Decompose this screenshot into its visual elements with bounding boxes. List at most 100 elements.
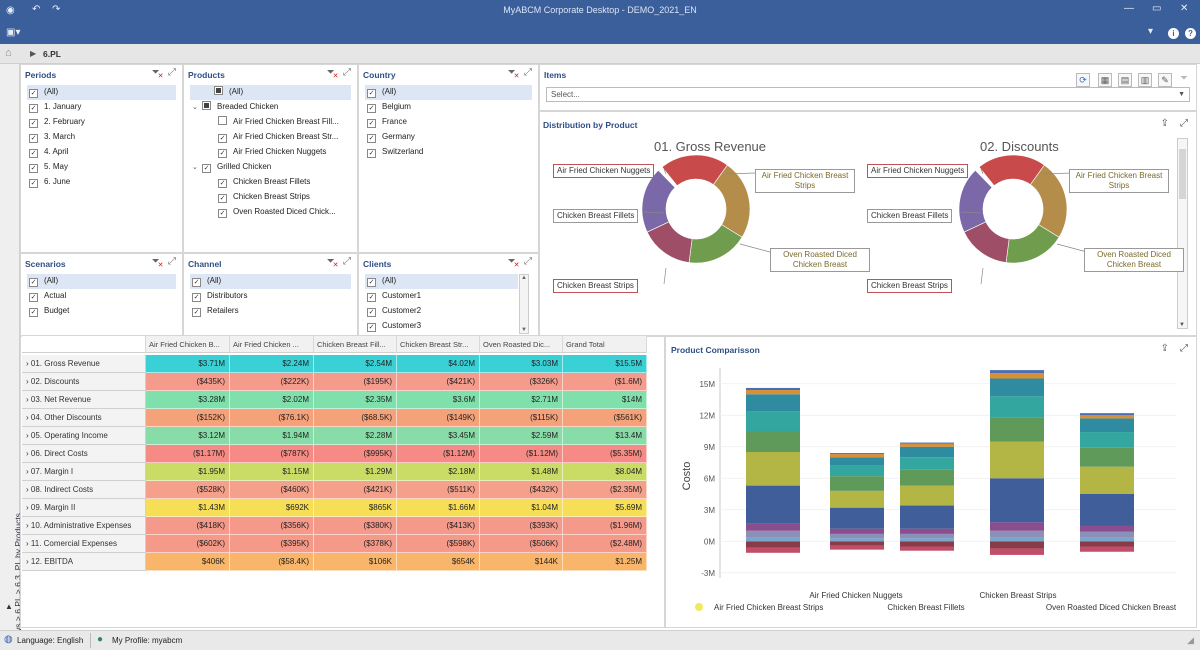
expand-icon[interactable]: ⤢	[524, 67, 532, 78]
table-cell[interactable]: ($378K)	[314, 535, 397, 553]
table-cell[interactable]: ($528K)	[146, 481, 230, 499]
slice-label[interactable]: Chicken Breast Fillets	[867, 209, 953, 223]
expand-arrow-icon[interactable]: ›	[26, 557, 31, 566]
checkbox[interactable]: ✓	[192, 278, 201, 287]
filter-item[interactable]: ✓ Customer1	[365, 289, 518, 304]
checkbox[interactable]: ✓	[367, 149, 376, 158]
table-cell[interactable]: $2.02M	[230, 391, 314, 409]
filter-icon[interactable]: ⏷	[1180, 73, 1188, 84]
table-cell[interactable]: $1.94M	[230, 427, 314, 445]
filter-item[interactable]: ✓ Belgium	[365, 100, 532, 115]
filter-item[interactable]: ✓ (All)	[27, 274, 176, 289]
slice-label[interactable]: Air Fried Chicken Breast Strips	[755, 169, 855, 193]
pivot-row-header[interactable]: › 08. Indirect Costs	[22, 481, 146, 499]
expand-icon[interactable]: ⤢	[168, 256, 176, 267]
table-cell[interactable]: ($511K)	[397, 481, 480, 499]
restore-button[interactable]: ▭	[1152, 3, 1162, 14]
filter-item[interactable]: ✓ Chicken Breast Fillets	[190, 175, 351, 190]
expand-arrow-icon[interactable]: ›	[26, 521, 31, 530]
table-cell[interactable]: $406K	[146, 553, 230, 571]
checkbox[interactable]: ✓	[218, 194, 227, 203]
home-icon[interactable]: ⌂	[5, 47, 12, 59]
pivot-row-header[interactable]: › 11. Comercial Expenses	[22, 535, 146, 553]
table-cell[interactable]: ($58.4K)	[230, 553, 314, 571]
breadcrumb[interactable]: 6.PL	[43, 49, 61, 59]
table-cell[interactable]: ($506K)	[480, 535, 563, 553]
table-cell[interactable]: $3.12M	[146, 427, 230, 445]
table-cell[interactable]: ($413K)	[397, 517, 480, 535]
checkbox[interactable]: ✓	[29, 104, 38, 113]
table-cell[interactable]: $3.6M	[397, 391, 480, 409]
expand-arrow-icon[interactable]: ›	[26, 431, 31, 440]
table-cell[interactable]: ($432K)	[480, 481, 563, 499]
filter-item[interactable]: ✓ 5. May	[27, 160, 176, 175]
table-cell[interactable]: $865K	[314, 499, 397, 517]
table-cell[interactable]: $1.48M	[480, 463, 563, 481]
close-button[interactable]: ✕	[1180, 3, 1189, 14]
filter-item[interactable]: ✓ Air Fried Chicken Breast Str...	[190, 130, 351, 145]
checkbox[interactable]: ✓	[29, 164, 38, 173]
table-cell[interactable]: ($326K)	[480, 373, 563, 391]
filter-item[interactable]: ✓ Customer2	[365, 304, 518, 319]
table-cell[interactable]: $1.95M	[146, 463, 230, 481]
table-cell[interactable]: $15.5M	[563, 355, 647, 373]
table-cell[interactable]: ($356K)	[230, 517, 314, 535]
checkbox[interactable]: ✓	[218, 149, 227, 158]
expand-arrow-icon[interactable]: ›	[26, 359, 31, 368]
expand-arrow-icon[interactable]: ›	[26, 485, 31, 494]
table-cell[interactable]: $1.66M	[397, 499, 480, 517]
pivot-row-header[interactable]: › 06. Direct Costs	[22, 445, 146, 463]
expand-arrow-icon[interactable]: ›	[26, 395, 31, 404]
table-cell[interactable]: ($787K)	[230, 445, 314, 463]
table-cell[interactable]: $14M	[563, 391, 647, 409]
filter-item[interactable]: ✓ Retailers	[190, 304, 351, 319]
table-cell[interactable]: ($561K)	[563, 409, 647, 427]
pivot-column-header[interactable]: Chicken Breast Str...	[397, 336, 480, 353]
filter-item[interactable]: ✓ 2. February	[27, 115, 176, 130]
checkbox[interactable]	[202, 101, 211, 110]
refresh-icon[interactable]: ⟳	[1076, 73, 1090, 87]
checkbox[interactable]: ✓	[29, 308, 38, 317]
edit-icon[interactable]: ✎	[1158, 73, 1172, 87]
table-cell[interactable]: ($222K)	[230, 373, 314, 391]
checkbox[interactable]: ✓	[29, 119, 38, 128]
slice-label[interactable]: Air Fried Chicken Breast Strips	[1069, 169, 1169, 193]
slice-label[interactable]: Chicken Breast Fillets	[553, 209, 639, 223]
filter-item[interactable]: ✓ Customer3	[365, 319, 518, 334]
minimize-button[interactable]: —	[1124, 3, 1134, 14]
filter-item[interactable]: ✓ (All)	[190, 274, 351, 289]
checkbox[interactable]: ✓	[367, 278, 376, 287]
checkbox[interactable]: ✓	[29, 293, 38, 302]
filter-item[interactable]: ✓ 6. June	[27, 175, 176, 190]
pivot-column-header[interactable]: Air Fried Chicken ...	[230, 336, 314, 353]
table-cell[interactable]: $2.24M	[230, 355, 314, 373]
table-cell[interactable]: ($149K)	[397, 409, 480, 427]
table-cell[interactable]: ($395K)	[230, 535, 314, 553]
expand-arrow-icon[interactable]: ›	[26, 503, 31, 512]
checkbox[interactable]: ✓	[367, 104, 376, 113]
table-cell[interactable]: ($68.5K)	[314, 409, 397, 427]
info-icon[interactable]: i	[1168, 28, 1179, 39]
table-cell[interactable]: ($152K)	[146, 409, 230, 427]
clear-filter-icon[interactable]: ⏷ ✕	[507, 256, 520, 269]
table-cell[interactable]: ($380K)	[314, 517, 397, 535]
grid-icon[interactable]: ▦	[1098, 73, 1112, 87]
table-cell[interactable]: ($2.48M)	[563, 535, 647, 553]
export-icon[interactable]: ⇪	[1160, 343, 1169, 354]
expand-toggle-icon[interactable]: ⌄	[192, 164, 198, 171]
table-cell[interactable]: ($393K)	[480, 517, 563, 535]
pivot-column-header[interactable]: Air Fried Chicken B...	[146, 336, 230, 353]
filter-item[interactable]: ✓ Budget	[27, 304, 176, 319]
pivot-row-header[interactable]: › 01. Gross Revenue	[22, 355, 146, 373]
filter-item[interactable]: ✓ Actual	[27, 289, 176, 304]
save-icon[interactable]: ▤	[1118, 73, 1132, 87]
table-cell[interactable]: $8.04M	[563, 463, 647, 481]
slice-label[interactable]: Chicken Breast Strips	[867, 279, 952, 293]
language-label[interactable]: Language: English	[17, 636, 84, 645]
table-cell[interactable]: $1.04M	[480, 499, 563, 517]
checkbox[interactable]: ✓	[192, 293, 201, 302]
expand-arrow-icon[interactable]: ›	[26, 467, 31, 476]
pivot-column-header[interactable]: Oven Roasted Dic...	[480, 336, 563, 353]
expand-arrow-icon[interactable]: ›	[26, 377, 31, 386]
table-cell[interactable]: $2.35M	[314, 391, 397, 409]
